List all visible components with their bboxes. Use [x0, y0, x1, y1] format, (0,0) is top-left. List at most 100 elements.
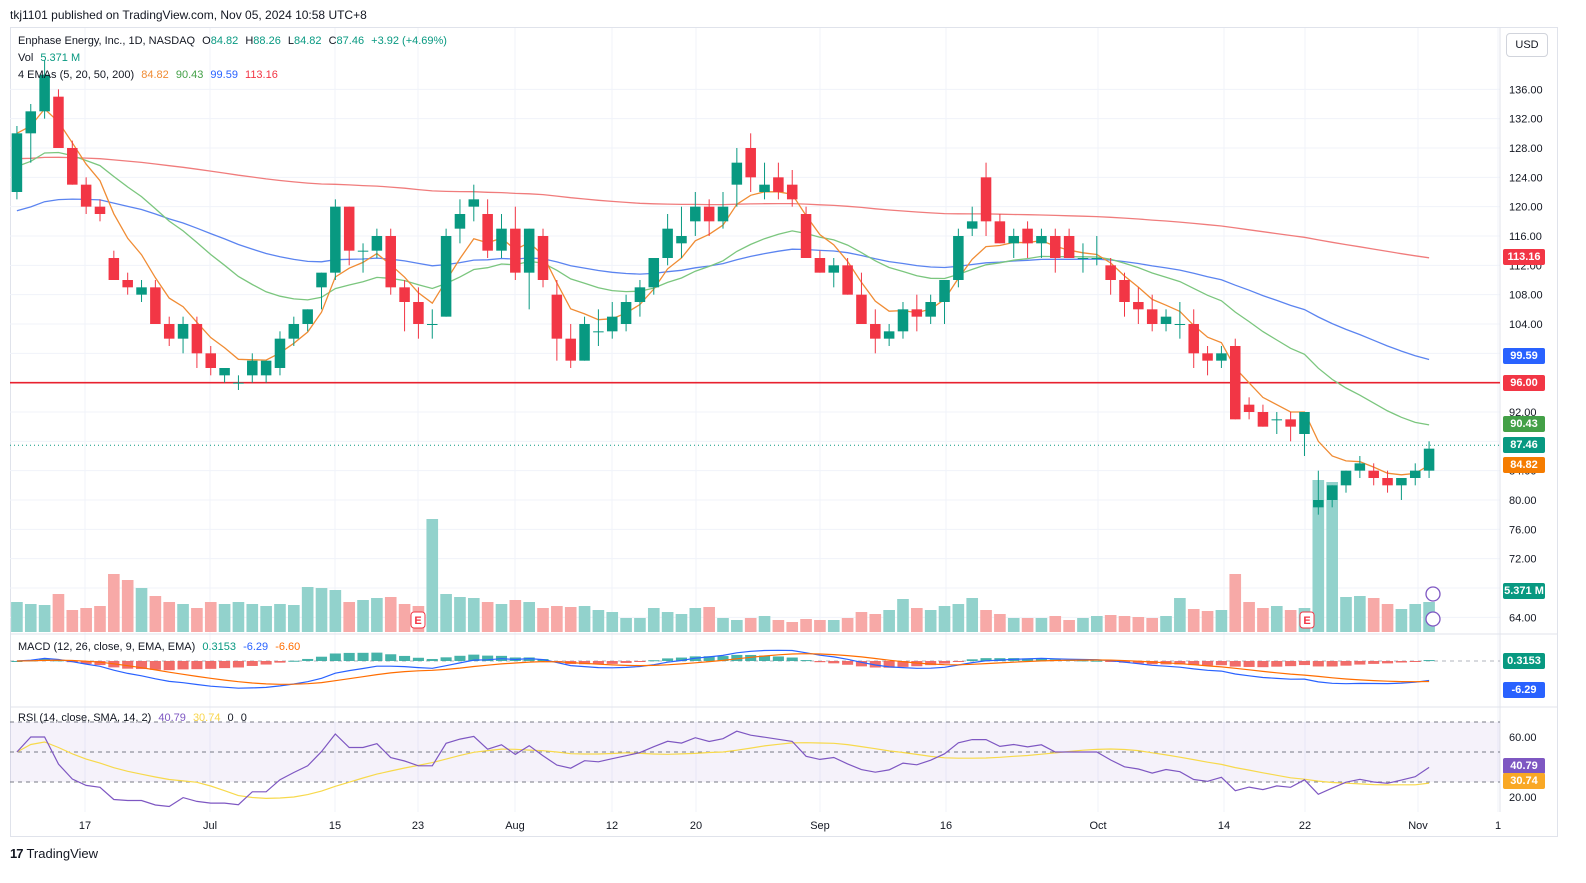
ema200-value: 113.16 [245, 69, 278, 81]
volume-bar [1104, 615, 1117, 632]
macd-histogram-bar [1326, 661, 1338, 667]
volume-bar [606, 612, 619, 632]
macd-histogram-bar [1368, 661, 1380, 664]
macd-histogram-bar [648, 660, 660, 662]
currency-button[interactable]: USD [1506, 33, 1548, 57]
macd-histogram-bar [980, 658, 992, 661]
candle-body [1063, 236, 1075, 258]
volume-bar [163, 602, 176, 632]
candle-body [136, 287, 147, 295]
volume-bar [551, 606, 563, 632]
volume-bar [1243, 602, 1255, 632]
macd-histogram-bar [1146, 661, 1158, 665]
candle-body [786, 184, 798, 200]
volume-bar [744, 618, 757, 632]
ema5-line [16, 107, 1430, 476]
candle-body [413, 302, 424, 324]
volume-bar [329, 590, 342, 632]
macd-signal-value: -6.60 [275, 641, 301, 653]
candle-body [1077, 258, 1089, 259]
candle-body [53, 96, 64, 148]
candle-body [911, 309, 923, 317]
macd-histogram-bar [1243, 661, 1255, 667]
candle-body [717, 206, 729, 222]
macd-histogram-bar [1312, 661, 1324, 667]
candle-body [994, 221, 1006, 244]
candle-body [939, 280, 950, 302]
macd-histogram-bar [938, 661, 951, 664]
volume-bar [592, 610, 605, 632]
macd-label: MACD (12, 26, close, 9, EMA, EMA) [18, 641, 196, 653]
macd-histogram-bar [1077, 660, 1089, 662]
volume-bar [1160, 616, 1172, 632]
macd-signal-line [16, 653, 1430, 685]
close-value: 87.46 [336, 35, 365, 47]
volume-bar [1035, 618, 1048, 632]
rsi-label: RSI (14, close, SMA, 14, 2) [18, 712, 152, 724]
macd-histogram-bar [1271, 661, 1283, 667]
candle-body [1146, 309, 1158, 324]
volume-bar [1312, 480, 1325, 632]
high-label: H [245, 35, 254, 47]
volume-bar [177, 604, 189, 632]
macd-histogram-bar [842, 661, 854, 665]
volume-bar [1174, 598, 1186, 632]
footer-brand[interactable]: 17 TradingView [10, 846, 98, 861]
axis-value-badge: 113.16 [1503, 248, 1545, 265]
ema-label: 4 EMAs (5, 20, 50, 200) [18, 69, 135, 81]
macd-histogram-bar [246, 661, 258, 666]
change-value: +3.92 (+4.69%) [371, 35, 447, 47]
volume-bar [578, 606, 591, 632]
candle-body [440, 236, 452, 317]
axis-value-badge: 87.46 [1503, 437, 1545, 454]
chart-frame [10, 27, 1558, 837]
volume-bar [883, 610, 895, 632]
macd-histogram-bar [1257, 661, 1269, 668]
time-axis-label: 14 [1218, 820, 1230, 832]
candle-body [80, 184, 92, 207]
volume-bar [1257, 608, 1269, 632]
symbol-title: Enphase Energy, Inc., 1D, NASDAQ [18, 35, 196, 47]
macd-histogram-bar [454, 655, 466, 661]
price-tick-label: 72.00 [1509, 554, 1537, 566]
volume-bar [218, 604, 231, 632]
candle-body [330, 206, 341, 273]
price-tick-label: 80.00 [1509, 495, 1537, 507]
volume-bar [357, 600, 369, 632]
candle-body [759, 184, 770, 192]
volume-bar [911, 608, 923, 632]
time-axis-label: Sep [810, 820, 830, 832]
candle-body [1036, 236, 1047, 244]
candle-body [1340, 470, 1352, 486]
price-tick-label: 124.00 [1509, 172, 1543, 184]
candle-body [316, 272, 327, 288]
volume-bar [855, 612, 868, 632]
volume-bar [634, 618, 646, 632]
macd-histogram-bar [468, 654, 480, 661]
macd-histogram-bar [662, 658, 674, 661]
lightning-icon [1425, 611, 1441, 627]
axis-value-badge: 30.74 [1503, 772, 1545, 789]
volume-bar [371, 598, 383, 632]
candle-body [39, 74, 50, 112]
volume-bar [647, 608, 660, 632]
candle-body [1160, 316, 1172, 324]
macd-histogram-bar [1229, 661, 1241, 667]
volume-bar [786, 622, 799, 632]
macd-histogram-bar [579, 661, 591, 665]
candle-body [343, 206, 355, 251]
candle-body [856, 294, 867, 324]
axis-value-badge: 96.00 [1503, 374, 1545, 391]
volume-bar [703, 607, 715, 632]
time-axis-label: Aug [505, 820, 525, 832]
rsi-tick-label: 60.00 [1509, 732, 1537, 744]
volume-value: 5.371 M [40, 52, 81, 64]
macd-histogram-bar [814, 661, 826, 663]
volume-bar [827, 620, 840, 632]
candle-body [274, 338, 286, 368]
candle-body [454, 214, 466, 229]
macd-histogram-bar [343, 652, 355, 661]
candle-body [537, 236, 549, 280]
time-axis-label: 22 [1299, 820, 1311, 832]
